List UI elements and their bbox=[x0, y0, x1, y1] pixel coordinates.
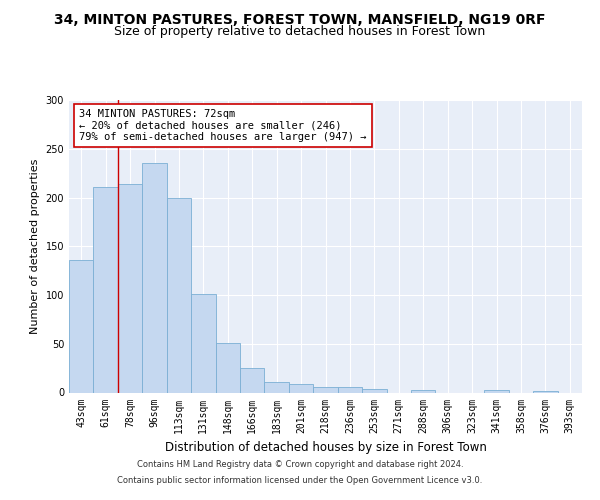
Bar bbox=[313, 386, 338, 392]
Bar bbox=[289, 384, 313, 392]
Bar bbox=[533, 390, 557, 392]
Text: Contains public sector information licensed under the Open Government Licence v3: Contains public sector information licen… bbox=[118, 476, 482, 485]
Bar bbox=[142, 164, 167, 392]
Bar bbox=[191, 294, 215, 392]
Text: 34, MINTON PASTURES, FOREST TOWN, MANSFIELD, NG19 0RF: 34, MINTON PASTURES, FOREST TOWN, MANSFI… bbox=[54, 12, 546, 26]
Text: Size of property relative to detached houses in Forest Town: Size of property relative to detached ho… bbox=[115, 25, 485, 38]
X-axis label: Distribution of detached houses by size in Forest Town: Distribution of detached houses by size … bbox=[164, 441, 487, 454]
Y-axis label: Number of detached properties: Number of detached properties bbox=[30, 158, 40, 334]
Bar bbox=[167, 198, 191, 392]
Bar bbox=[240, 368, 265, 392]
Bar bbox=[411, 390, 436, 392]
Text: 34 MINTON PASTURES: 72sqm
← 20% of detached houses are smaller (246)
79% of semi: 34 MINTON PASTURES: 72sqm ← 20% of detac… bbox=[79, 109, 367, 142]
Bar bbox=[265, 382, 289, 392]
Bar bbox=[94, 187, 118, 392]
Bar bbox=[118, 184, 142, 392]
Bar bbox=[362, 388, 386, 392]
Bar bbox=[338, 386, 362, 392]
Bar bbox=[69, 260, 94, 392]
Bar bbox=[215, 343, 240, 392]
Bar bbox=[484, 390, 509, 392]
Text: Contains HM Land Registry data © Crown copyright and database right 2024.: Contains HM Land Registry data © Crown c… bbox=[137, 460, 463, 469]
